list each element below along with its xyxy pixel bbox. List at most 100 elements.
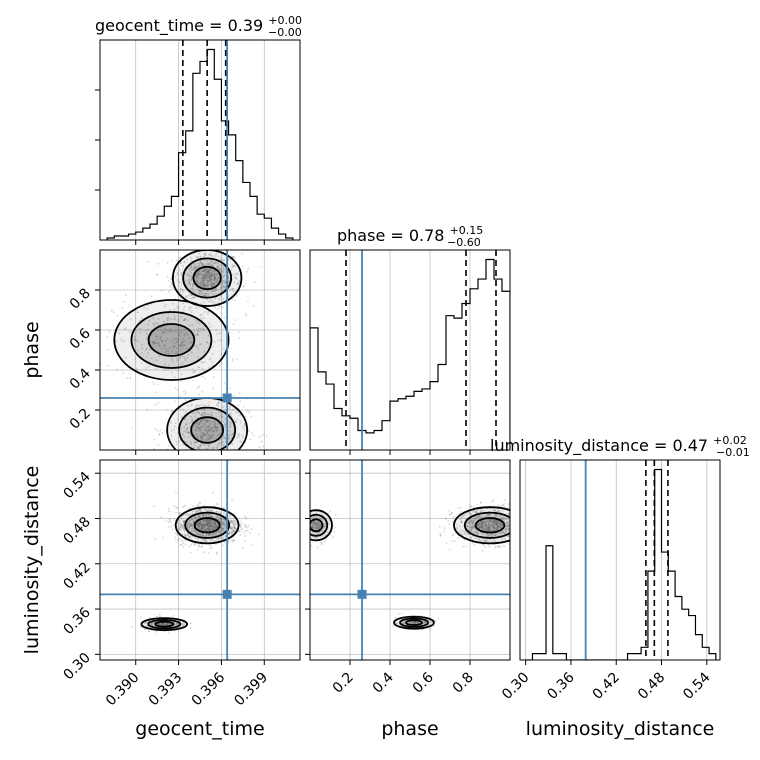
scatter-geocent_time-vs-phase-point: [224, 286, 226, 289]
scatter-geocent_time-vs-phase-point: [197, 427, 200, 430]
scatter-geocent_time-vs-phase-point: [213, 283, 215, 285]
scatter-geocent_time-vs-phase-point: [193, 269, 196, 272]
scatter-geocent_time-vs-phase-point: [202, 282, 204, 284]
scatter-geocent_time-vs-phase-point: [175, 341, 178, 344]
scatter-phase-vs-luminosity_distance-point: [492, 533, 495, 535]
scatter-geocent_time-vs-luminosity_distance-point: [233, 522, 235, 524]
scatter-phase-vs-luminosity_distance-point: [306, 520, 308, 522]
scatter-phase-vs-luminosity_distance-point: [511, 535, 513, 537]
scatter-geocent_time-vs-phase-point: [200, 414, 203, 417]
xtick-label-luminosity_distance: 0.42: [590, 670, 623, 703]
scatter-geocent_time-vs-luminosity_distance-point: [216, 524, 219, 527]
scatter-phase-vs-luminosity_distance-point: [516, 507, 518, 509]
scatter-geocent_time-vs-phase-density: [191, 417, 224, 443]
scatter-geocent_time-vs-luminosity_distance-contour: [184, 511, 231, 539]
scatter-geocent_time-vs-phase-point: [196, 411, 199, 414]
scatter-phase-vs-luminosity_distance-point: [484, 523, 487, 526]
scatter-phase-vs-luminosity_distance-point: [497, 525, 499, 528]
scatter-geocent_time-vs-phase-point: [186, 347, 189, 350]
scatter-geocent_time-vs-phase-density: [131, 312, 212, 368]
scatter-geocent_time-vs-phase-point: [174, 422, 177, 425]
scatter-geocent_time-vs-phase-point: [131, 426, 133, 429]
scatter-geocent_time-vs-phase-point: [258, 435, 261, 438]
scatter-geocent_time-vs-phase-point: [163, 344, 166, 347]
scatter-phase-vs-luminosity_distance-point: [482, 520, 485, 523]
scatter-geocent_time-vs-phase-point: [219, 452, 221, 454]
scatter-geocent_time-vs-luminosity_distance-point: [222, 519, 225, 521]
scatter-geocent_time-vs-phase-point: [177, 343, 180, 346]
scatter-geocent_time-vs-luminosity_distance-point: [205, 520, 208, 522]
scatter-geocent_time-vs-phase-point: [218, 439, 221, 442]
scatter-phase-vs-luminosity_distance-point: [454, 540, 456, 543]
scatter-geocent_time-vs-luminosity_distance-point: [217, 518, 220, 521]
scatter-geocent_time-vs-luminosity_distance-point: [198, 521, 201, 524]
scatter-geocent_time-vs-luminosity_distance-point: [231, 527, 234, 530]
scatter-geocent_time-vs-phase-point: [212, 285, 215, 288]
scatter-geocent_time-vs-luminosity_distance-point: [143, 622, 146, 625]
scatter-geocent_time-vs-luminosity_distance-point: [189, 525, 191, 528]
scatter-geocent_time-vs-phase-point: [110, 309, 113, 312]
scatter-phase-vs-luminosity_distance-point: [511, 523, 513, 525]
scatter-geocent_time-vs-phase-point: [153, 323, 156, 325]
scatter-phase-vs-luminosity_distance-point: [496, 527, 499, 530]
scatter-geocent_time-vs-luminosity_distance-point: [228, 532, 231, 535]
scatter-geocent_time-vs-phase-point: [216, 333, 219, 336]
scatter-geocent_time-vs-phase-point: [245, 409, 248, 412]
scatter-geocent_time-vs-luminosity_distance-point: [206, 521, 209, 524]
scatter-geocent_time-vs-luminosity_distance-point: [176, 534, 179, 536]
scatter-geocent_time-vs-phase-point: [243, 425, 246, 427]
scatter-phase-vs-luminosity_distance-point: [305, 526, 307, 528]
scatter-geocent_time-vs-luminosity_distance-point: [241, 528, 244, 531]
scatter-geocent_time-vs-phase-point: [200, 291, 203, 294]
scatter-geocent_time-vs-luminosity_distance-point: [190, 531, 193, 534]
scatter-geocent_time-vs-phase-point: [169, 309, 172, 311]
scatter-geocent_time-vs-phase-point: [198, 305, 201, 308]
scatter-geocent_time-vs-phase-point: [191, 342, 194, 345]
scatter-geocent_time-vs-phase-point: [207, 279, 210, 282]
scatter-geocent_time-vs-phase-point: [204, 423, 206, 426]
scatter-phase-vs-luminosity_distance-point: [323, 540, 326, 543]
scatter-geocent_time-vs-phase-point: [183, 260, 186, 263]
scatter-geocent_time-vs-phase-point: [185, 296, 188, 298]
scatter-geocent_time-vs-luminosity_distance-point: [180, 527, 183, 530]
scatter-geocent_time-vs-phase-point: [220, 338, 222, 341]
scatter-geocent_time-vs-phase-point: [182, 344, 185, 347]
scatter-geocent_time-vs-phase-point: [171, 410, 173, 413]
scatter-geocent_time-vs-luminosity_distance-point: [194, 518, 197, 520]
scatter-geocent_time-vs-luminosity_distance-point: [222, 544, 225, 547]
scatter-geocent_time-vs-phase-point: [136, 311, 139, 314]
xtick-label-luminosity_distance: 0.48: [635, 670, 668, 703]
scatter-geocent_time-vs-phase-point: [218, 305, 221, 308]
scatter-geocent_time-vs-phase-point: [177, 332, 180, 334]
scatter-geocent_time-vs-luminosity_distance-point: [207, 552, 210, 554]
scatter-geocent_time-vs-luminosity_distance-point: [204, 529, 207, 532]
scatter-phase-vs-luminosity_distance-point: [490, 524, 493, 527]
scatter-geocent_time-vs-luminosity_distance-point: [196, 514, 199, 517]
scatter-geocent_time-vs-phase-point: [210, 426, 213, 429]
scatter-geocent_time-vs-phase-point: [211, 281, 213, 284]
scatter-geocent_time-vs-phase-point: [223, 405, 225, 408]
scatter-geocent_time-vs-luminosity_distance-point: [213, 525, 216, 528]
scatter-geocent_time-vs-phase-point: [207, 293, 210, 295]
scatter-geocent_time-vs-phase-point: [176, 273, 179, 276]
scatter-geocent_time-vs-luminosity_distance-point: [212, 522, 215, 525]
scatter-geocent_time-vs-luminosity_distance-point: [211, 491, 214, 494]
scatter-geocent_time-vs-phase-point: [220, 352, 223, 355]
scatter-phase-vs-luminosity_distance-point: [490, 500, 493, 503]
scatter-geocent_time-vs-phase-point: [96, 317, 98, 319]
scatter-geocent_time-vs-phase-point: [178, 440, 181, 443]
scatter-geocent_time-vs-luminosity_distance-point: [214, 521, 217, 523]
scatter-geocent_time-vs-luminosity_distance-point: [197, 525, 200, 528]
scatter-geocent_time-vs-phase-point: [200, 274, 203, 276]
scatter-geocent_time-vs-phase-point: [193, 330, 196, 332]
scatter-geocent_time-vs-phase-point: [198, 429, 201, 432]
scatter-geocent_time-vs-luminosity_distance-layer: [100, 460, 300, 660]
scatter-geocent_time-vs-phase-point: [222, 297, 225, 300]
scatter-geocent_time-vs-luminosity_distance-point: [212, 525, 214, 528]
scatter-geocent_time-vs-phase-point: [183, 435, 186, 438]
scatter-phase-vs-luminosity_distance-point: [496, 522, 498, 525]
scatter-geocent_time-vs-phase-point: [238, 337, 241, 339]
scatter-geocent_time-vs-phase-point: [199, 260, 201, 263]
scatter-phase-vs-luminosity_distance-point: [305, 520, 307, 522]
scatter-geocent_time-vs-phase-point: [200, 261, 203, 264]
